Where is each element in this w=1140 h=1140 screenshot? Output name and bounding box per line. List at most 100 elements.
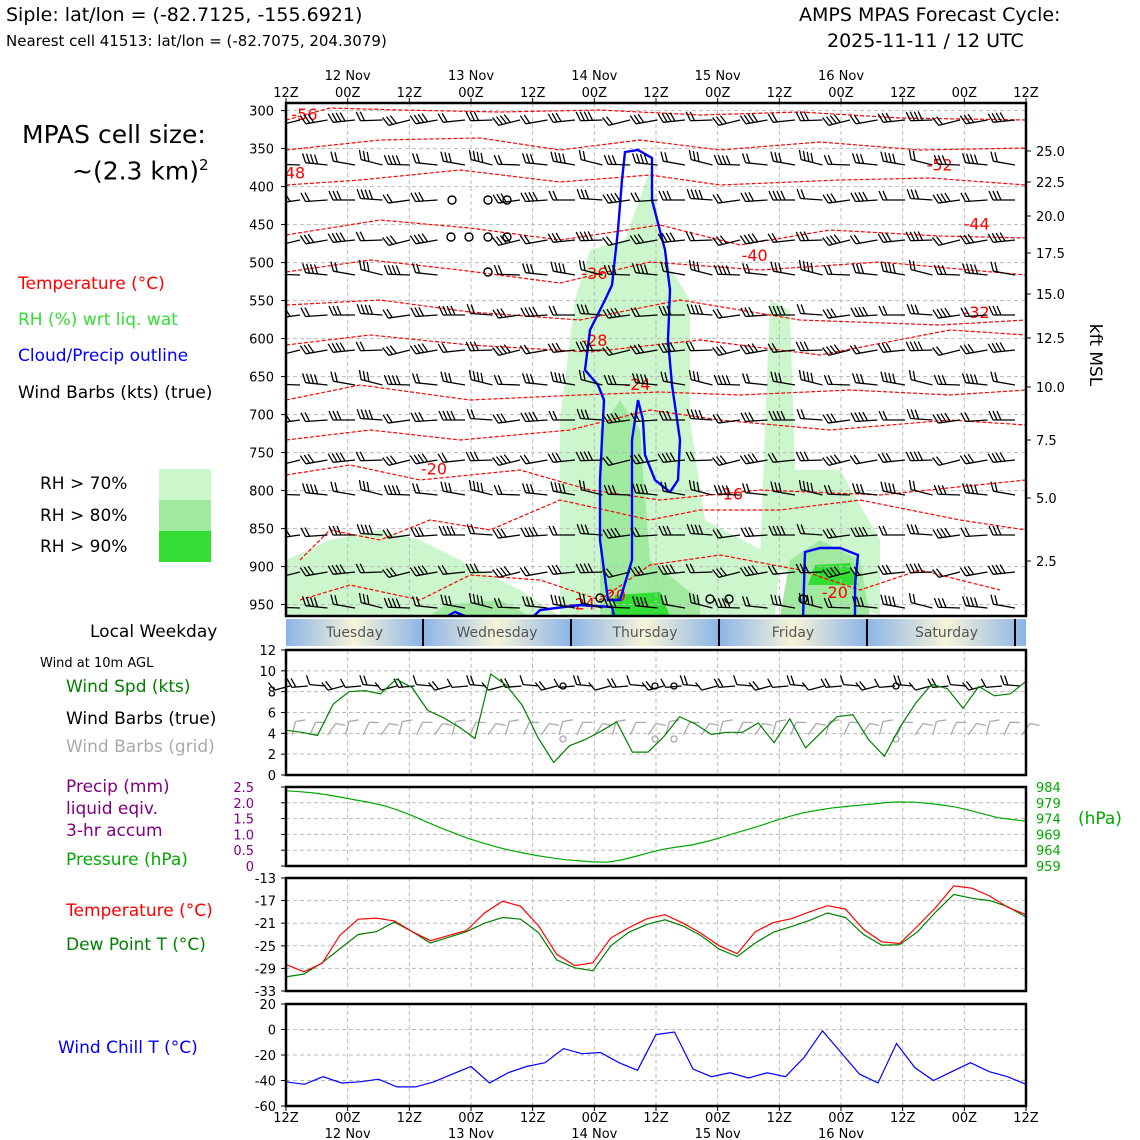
- barb-flag: [881, 565, 888, 575]
- barb-flag: [660, 371, 664, 382]
- barb-flag: [587, 563, 594, 573]
- barb-flag: [387, 264, 393, 275]
- legend-wind-speed: Wind Spd (kts): [66, 677, 191, 697]
- barb-flag: [662, 410, 668, 421]
- barb-flag: [335, 452, 342, 462]
- barb-flag: [692, 370, 696, 381]
- barb-flag: [448, 482, 452, 493]
- wind-barb: [932, 346, 961, 356]
- barb-flag: [583, 451, 590, 461]
- barb-flag: [327, 565, 334, 575]
- barb-flag: [615, 719, 626, 723]
- barb-flag: [495, 346, 504, 355]
- precip-tick-label: 1.5: [233, 813, 254, 828]
- barb-flag: [932, 117, 940, 126]
- bottom-time-label: 12Z: [397, 1111, 423, 1126]
- wind-barb: [959, 565, 988, 577]
- wind-barb: [382, 193, 411, 204]
- barb-flag: [744, 192, 751, 202]
- barb-shaft: [469, 722, 477, 736]
- barb-flag: [795, 451, 802, 462]
- barb-flag: [932, 194, 939, 204]
- barb-shaft: [683, 722, 691, 736]
- barb-flag: [776, 410, 782, 421]
- wind-barb: [713, 374, 741, 386]
- barb-flag: [499, 115, 507, 124]
- barb-flag: [382, 309, 389, 319]
- wind-barb: [492, 344, 521, 356]
- barb-flag: [822, 194, 829, 204]
- barb-flag: [444, 372, 448, 383]
- barb-flag: [877, 565, 884, 575]
- barb-flag: [562, 263, 566, 274]
- barb-flag: [331, 233, 338, 243]
- barb-flag: [878, 305, 884, 316]
- barb-flag: [685, 341, 692, 352]
- barb-shaft: [771, 721, 777, 736]
- barb-shaft: [504, 721, 510, 736]
- calm-circle: [670, 682, 678, 690]
- barb-flag: [689, 231, 696, 241]
- barb-flag: [548, 410, 554, 421]
- barb-flag: [576, 188, 582, 199]
- barb-flag: [273, 347, 279, 357]
- barb-flag: [696, 594, 700, 605]
- barb-flag: [583, 563, 590, 573]
- wind-barb: [906, 408, 933, 421]
- top-time-label: 00Z: [952, 86, 978, 101]
- barb-flag: [830, 308, 837, 318]
- barb-flag: [499, 345, 507, 354]
- barb-flag: [558, 152, 562, 163]
- barb-shaft: [380, 723, 390, 736]
- barb-flag: [307, 453, 315, 463]
- pressure-tick-label: 800: [249, 485, 274, 500]
- wind-barb: [465, 563, 493, 574]
- barb-flag: [635, 483, 641, 494]
- barb-flag: [987, 565, 994, 575]
- barb-flag: [689, 111, 696, 121]
- top-date-label: 16 Nov: [818, 69, 864, 84]
- barb-flag: [936, 528, 943, 538]
- barb-flag: [880, 481, 884, 492]
- barb-shaft: [807, 723, 817, 736]
- wind-barb: [796, 188, 823, 201]
- barb-flag: [995, 342, 1002, 352]
- barb-flag: [276, 346, 282, 356]
- barb-flag: [833, 234, 841, 243]
- sfc-barb-grid: [1003, 721, 1020, 736]
- barb-flag: [330, 261, 334, 272]
- barb-flag: [881, 113, 888, 123]
- barb-flag: [829, 455, 837, 464]
- barb-flag: [415, 596, 421, 607]
- barb-flag: [719, 115, 727, 124]
- barb-flag: [853, 454, 861, 464]
- barb-flag: [829, 235, 837, 244]
- wind-barb: [547, 232, 576, 243]
- barb-flag: [719, 345, 727, 354]
- barb-flag: [497, 154, 503, 165]
- barb-flag: [524, 307, 531, 317]
- barb-flag: [635, 596, 641, 607]
- wind-barb: [851, 373, 878, 386]
- bottom-time-label: 00Z: [335, 1111, 361, 1126]
- barb-flag: [796, 408, 802, 419]
- barb-flag: [631, 153, 637, 163]
- barb-shaft: [825, 685, 842, 689]
- wind-barb: [657, 232, 686, 243]
- barb-flag: [300, 307, 307, 317]
- barb-flag: [538, 681, 546, 690]
- barb-flag: [421, 453, 429, 463]
- wind-barb: [631, 153, 658, 166]
- barb-flag: [295, 719, 306, 723]
- barb-flag: [309, 153, 315, 164]
- barb-flag: [331, 453, 338, 463]
- barb-shaft: [985, 721, 991, 736]
- barb-flag: [532, 411, 539, 422]
- barb-flag: [799, 111, 806, 121]
- barb-flag: [389, 567, 397, 576]
- barb-flag: [641, 682, 649, 691]
- barb-flag: [441, 453, 448, 463]
- barb-flag: [336, 410, 342, 421]
- barb-flag: [582, 260, 586, 271]
- pressure-tick-label: 984: [1036, 781, 1061, 796]
